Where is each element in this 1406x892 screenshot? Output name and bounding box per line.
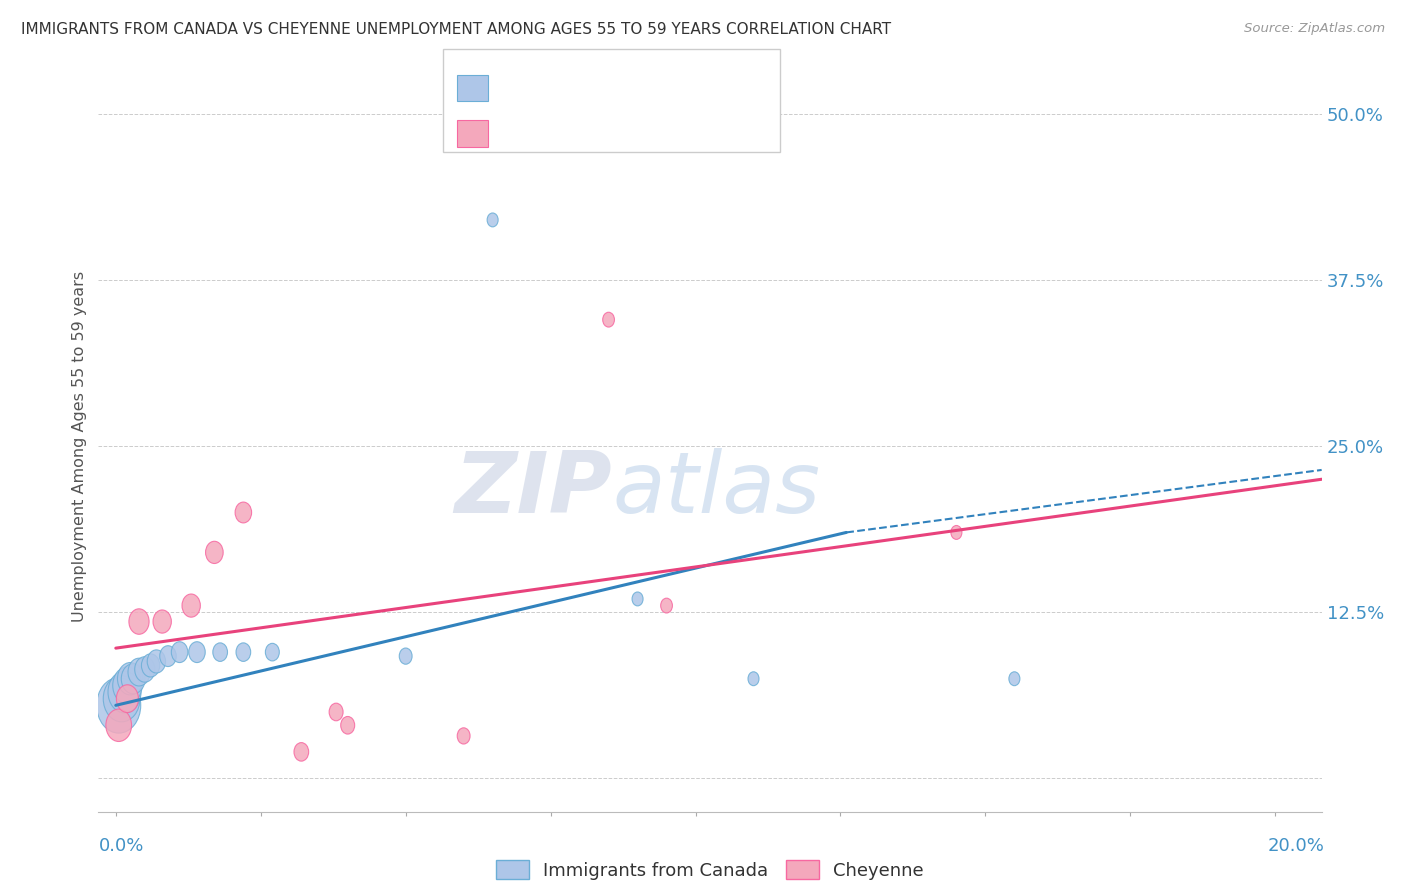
Ellipse shape <box>172 641 188 663</box>
Text: 0.301: 0.301 <box>541 79 598 97</box>
Ellipse shape <box>486 213 498 227</box>
Ellipse shape <box>112 667 142 704</box>
Ellipse shape <box>117 685 138 713</box>
Ellipse shape <box>236 643 250 661</box>
Text: 14: 14 <box>657 124 682 142</box>
Ellipse shape <box>142 654 160 677</box>
Ellipse shape <box>603 312 614 327</box>
Ellipse shape <box>135 657 155 682</box>
Ellipse shape <box>235 502 252 523</box>
Ellipse shape <box>266 643 280 661</box>
Ellipse shape <box>103 675 141 722</box>
Text: IMMIGRANTS FROM CANADA VS CHEYENNE UNEMPLOYMENT AMONG AGES 55 TO 59 YEARS CORREL: IMMIGRANTS FROM CANADA VS CHEYENNE UNEMP… <box>21 22 891 37</box>
Text: 21: 21 <box>657 79 682 97</box>
Ellipse shape <box>748 672 759 686</box>
Ellipse shape <box>294 743 309 761</box>
Ellipse shape <box>181 594 200 617</box>
Text: 20.0%: 20.0% <box>1268 837 1324 855</box>
Ellipse shape <box>457 728 470 744</box>
Ellipse shape <box>160 646 176 666</box>
Y-axis label: Unemployment Among Ages 55 to 59 years: Unemployment Among Ages 55 to 59 years <box>72 270 87 622</box>
Ellipse shape <box>118 663 143 695</box>
Ellipse shape <box>212 643 228 661</box>
Ellipse shape <box>105 709 132 741</box>
Ellipse shape <box>188 641 205 663</box>
Ellipse shape <box>399 648 412 665</box>
Ellipse shape <box>340 716 354 734</box>
Legend: Immigrants from Canada, Cheyenne: Immigrants from Canada, Cheyenne <box>489 853 931 887</box>
Ellipse shape <box>129 609 149 634</box>
Ellipse shape <box>205 541 224 564</box>
Text: ZIP: ZIP <box>454 449 612 532</box>
Text: 0.216: 0.216 <box>541 124 598 142</box>
Text: Source: ZipAtlas.com: Source: ZipAtlas.com <box>1244 22 1385 36</box>
Ellipse shape <box>108 671 141 713</box>
Ellipse shape <box>661 599 672 613</box>
Ellipse shape <box>633 592 643 606</box>
Text: R =: R = <box>499 79 538 97</box>
Ellipse shape <box>121 664 145 694</box>
Ellipse shape <box>1010 672 1019 686</box>
Ellipse shape <box>128 658 150 686</box>
Text: N =: N = <box>614 79 654 97</box>
Ellipse shape <box>950 525 962 540</box>
Ellipse shape <box>148 650 166 673</box>
Ellipse shape <box>97 678 141 733</box>
Ellipse shape <box>153 610 172 633</box>
Text: 0.0%: 0.0% <box>98 837 143 855</box>
Text: N =: N = <box>614 124 654 142</box>
Ellipse shape <box>329 703 343 721</box>
Text: R =: R = <box>499 124 538 142</box>
Text: atlas: atlas <box>612 449 820 532</box>
